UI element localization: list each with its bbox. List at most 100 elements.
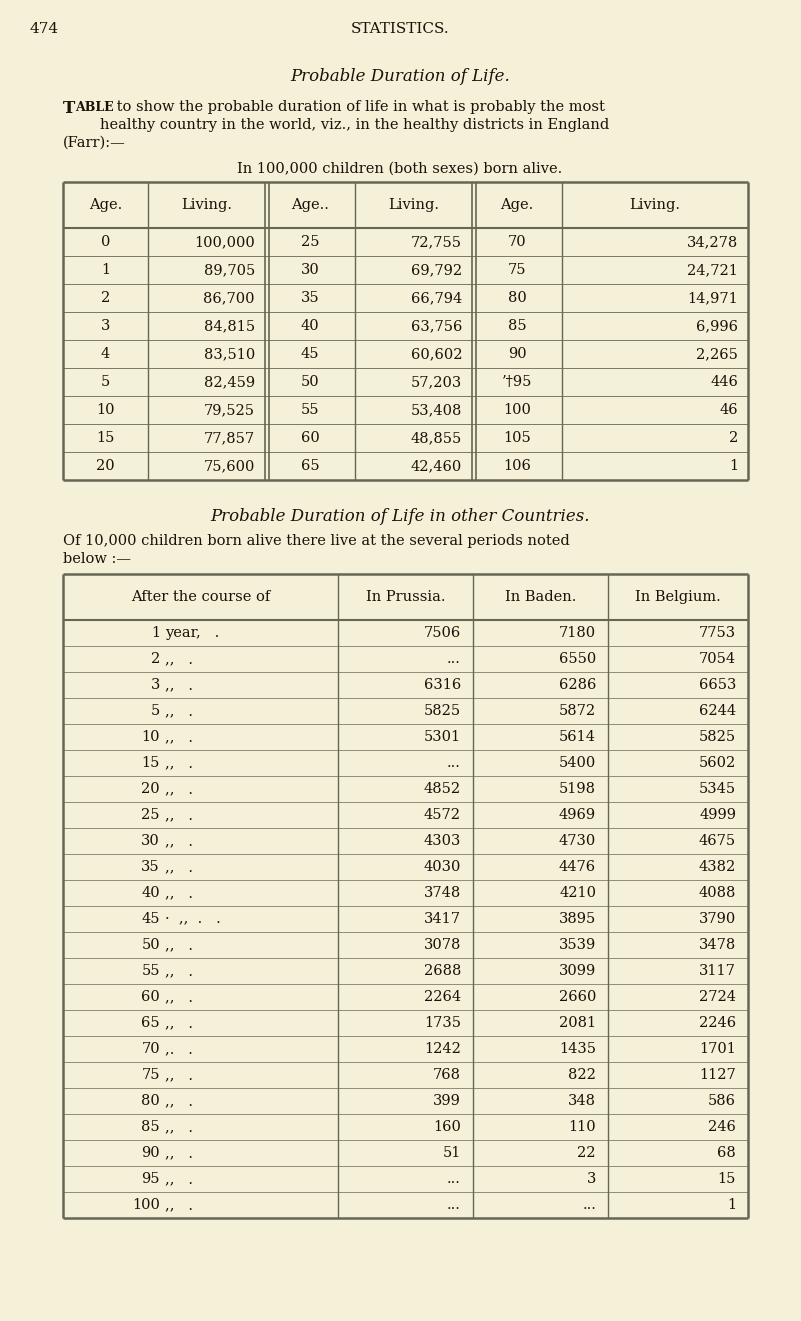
Text: ,.   .: ,. . — [165, 1042, 193, 1055]
Text: 68: 68 — [717, 1147, 736, 1160]
Text: 79,525: 79,525 — [204, 403, 255, 417]
Text: below :—: below :— — [63, 552, 131, 565]
Text: 72,755: 72,755 — [411, 235, 462, 248]
Text: 4730: 4730 — [559, 834, 596, 848]
Text: 30: 30 — [300, 263, 320, 277]
Text: 85: 85 — [508, 318, 526, 333]
Text: 48,855: 48,855 — [411, 431, 462, 445]
Text: Of 10,000 children born alive there live at the several periods noted: Of 10,000 children born alive there live… — [63, 534, 570, 548]
Text: 60,602: 60,602 — [410, 347, 462, 361]
Text: 5825: 5825 — [424, 704, 461, 719]
Text: 2688: 2688 — [424, 964, 461, 978]
Text: 24,721: 24,721 — [687, 263, 738, 277]
Text: 69,792: 69,792 — [411, 263, 462, 277]
Text: 4572: 4572 — [424, 808, 461, 822]
Text: 3078: 3078 — [424, 938, 461, 952]
Text: 4303: 4303 — [424, 834, 461, 848]
Text: ,,   .: ,, . — [165, 1094, 193, 1108]
Text: 3: 3 — [151, 678, 160, 692]
Text: 51: 51 — [443, 1147, 461, 1160]
Text: 4: 4 — [101, 347, 110, 361]
Text: 20: 20 — [96, 458, 115, 473]
Text: 2: 2 — [729, 431, 738, 445]
Text: 4969: 4969 — [559, 808, 596, 822]
Text: 90: 90 — [141, 1147, 160, 1160]
Text: 6316: 6316 — [424, 678, 461, 692]
Text: 7506: 7506 — [424, 626, 461, 639]
Text: 2246: 2246 — [699, 1016, 736, 1030]
Text: 15: 15 — [718, 1172, 736, 1186]
Text: ,,   .: ,, . — [165, 1198, 193, 1211]
Text: ,,   .: ,, . — [165, 834, 193, 848]
Text: 90: 90 — [508, 347, 526, 361]
Text: ...: ... — [447, 1172, 461, 1186]
Text: 4999: 4999 — [699, 808, 736, 822]
Text: 5825: 5825 — [699, 731, 736, 744]
Text: Living.: Living. — [388, 198, 439, 211]
Text: Age.: Age. — [89, 198, 122, 211]
Text: 5: 5 — [101, 375, 110, 388]
Text: 15: 15 — [142, 756, 160, 770]
Text: 6,996: 6,996 — [696, 318, 738, 333]
Text: 5614: 5614 — [559, 731, 596, 744]
Text: ·  ,,  .   .: · ,, . . — [165, 911, 221, 926]
Text: 50: 50 — [300, 375, 320, 388]
Text: 80: 80 — [508, 291, 526, 305]
Text: In Prussia.: In Prussia. — [366, 590, 445, 604]
Text: 7753: 7753 — [699, 626, 736, 639]
Text: healthy country in the world, viz., in the healthy districts in England: healthy country in the world, viz., in t… — [100, 118, 610, 132]
Text: 100: 100 — [503, 403, 531, 417]
Text: ,,   .: ,, . — [165, 731, 193, 744]
Text: 25: 25 — [142, 808, 160, 822]
Text: Age.: Age. — [501, 198, 533, 211]
Text: 5602: 5602 — [698, 756, 736, 770]
Text: In Baden.: In Baden. — [505, 590, 576, 604]
Text: 82,459: 82,459 — [204, 375, 255, 388]
Text: ,,   .: ,, . — [165, 782, 193, 797]
Text: 348: 348 — [568, 1094, 596, 1108]
Text: In Belgium.: In Belgium. — [635, 590, 721, 604]
Text: 6286: 6286 — [558, 678, 596, 692]
Text: 446: 446 — [710, 375, 738, 388]
Text: ,,   .: ,, . — [165, 653, 193, 666]
Text: 106: 106 — [503, 458, 531, 473]
Text: 1: 1 — [729, 458, 738, 473]
Text: 84,815: 84,815 — [204, 318, 255, 333]
Text: 7054: 7054 — [699, 653, 736, 666]
Text: 10: 10 — [142, 731, 160, 744]
Text: 7180: 7180 — [559, 626, 596, 639]
Text: 4852: 4852 — [424, 782, 461, 797]
Text: In 100,000 children (both sexes) born alive.: In 100,000 children (both sexes) born al… — [237, 162, 562, 176]
Text: ,,   .: ,, . — [165, 938, 193, 952]
Text: 399: 399 — [433, 1094, 461, 1108]
Text: ...: ... — [447, 756, 461, 770]
Text: 75,600: 75,600 — [203, 458, 255, 473]
Text: ,,   .: ,, . — [165, 1067, 193, 1082]
Text: 5198: 5198 — [559, 782, 596, 797]
Text: 66,794: 66,794 — [411, 291, 462, 305]
Text: ...: ... — [447, 1198, 461, 1211]
Text: ’†95: ’†95 — [501, 375, 532, 388]
Text: 89,705: 89,705 — [203, 263, 255, 277]
Text: 55: 55 — [300, 403, 320, 417]
Text: 85: 85 — [141, 1120, 160, 1133]
Text: 5345: 5345 — [699, 782, 736, 797]
Text: 70: 70 — [508, 235, 526, 248]
Text: 55: 55 — [142, 964, 160, 978]
Text: 40: 40 — [300, 318, 320, 333]
Text: 65: 65 — [300, 458, 320, 473]
Text: 4675: 4675 — [699, 834, 736, 848]
Text: ,,   .: ,, . — [165, 989, 193, 1004]
Text: 3: 3 — [586, 1172, 596, 1186]
Text: Living.: Living. — [181, 198, 232, 211]
Text: 6550: 6550 — [559, 653, 596, 666]
Text: 1: 1 — [151, 626, 160, 639]
Text: 3117: 3117 — [699, 964, 736, 978]
Text: 0: 0 — [101, 235, 111, 248]
Text: 1: 1 — [727, 1198, 736, 1211]
Text: 2,265: 2,265 — [696, 347, 738, 361]
Text: 70: 70 — [141, 1042, 160, 1055]
Text: 2264: 2264 — [424, 989, 461, 1004]
Text: 86,700: 86,700 — [203, 291, 255, 305]
Text: ,,   .: ,, . — [165, 1120, 193, 1133]
